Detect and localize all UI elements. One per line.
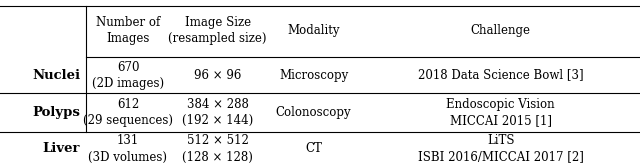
Text: Colonoscopy: Colonoscopy bbox=[276, 106, 351, 119]
Text: Number of
Images: Number of Images bbox=[96, 16, 160, 45]
Text: Challenge: Challenge bbox=[471, 24, 531, 37]
Text: Liver: Liver bbox=[42, 142, 80, 156]
Text: Polyps: Polyps bbox=[32, 106, 80, 119]
Text: LiTS
ISBI 2016/MICCAI 2017 [2]: LiTS ISBI 2016/MICCAI 2017 [2] bbox=[418, 134, 584, 164]
Text: 384 × 288
(192 × 144): 384 × 288 (192 × 144) bbox=[182, 98, 253, 127]
Text: 131
(3D volumes): 131 (3D volumes) bbox=[88, 134, 168, 164]
Text: Endoscopic Vision
MICCAI 2015 [1]: Endoscopic Vision MICCAI 2015 [1] bbox=[447, 98, 555, 127]
Text: Microscopy: Microscopy bbox=[279, 69, 348, 82]
Text: 612
(29 sequences): 612 (29 sequences) bbox=[83, 98, 173, 127]
Text: 670
(2D images): 670 (2D images) bbox=[92, 61, 164, 90]
Text: 512 × 512
(128 × 128): 512 × 512 (128 × 128) bbox=[182, 134, 253, 164]
Text: CT: CT bbox=[305, 142, 322, 156]
Text: 96 × 96: 96 × 96 bbox=[194, 69, 241, 82]
Text: 2018 Data Science Bowl [3]: 2018 Data Science Bowl [3] bbox=[418, 69, 584, 82]
Text: Image Size
(resampled size): Image Size (resampled size) bbox=[168, 16, 267, 45]
Text: Nuclei: Nuclei bbox=[32, 69, 80, 82]
Text: Modality: Modality bbox=[287, 24, 340, 37]
